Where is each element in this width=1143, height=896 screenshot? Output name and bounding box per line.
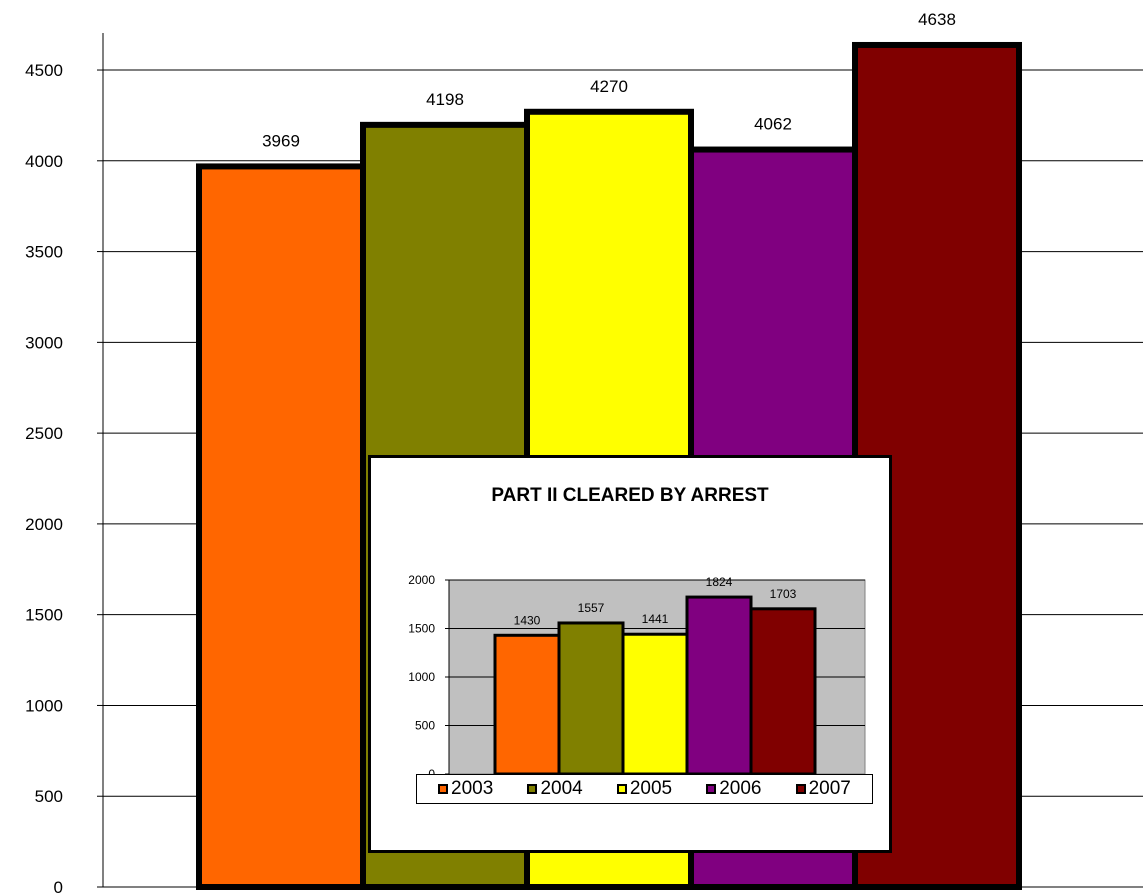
legend-item-2003: 2003 (438, 778, 493, 800)
inset-bar-2004 (557, 621, 625, 776)
inset-y-tick-label: 1000 (408, 670, 435, 684)
legend-item-2004: 2004 (527, 778, 583, 800)
inset-y-tick-label: 1500 (408, 622, 435, 636)
legend-swatch (616, 784, 627, 794)
main-data-label-2006: 4062 (754, 115, 792, 134)
inset-bar-chart: 050010001500200014301557144118241703 (408, 573, 866, 781)
inset-data-label-2005: 1441 (642, 612, 669, 626)
legend-label: 2005 (629, 778, 673, 799)
main-y-tick-label: 0 (54, 878, 63, 896)
legend-label: 2007 (808, 778, 851, 799)
inset-bar-2005 (621, 632, 689, 776)
inset-y-tick-label: 2000 (408, 573, 435, 587)
inset-data-label-2003: 1430 (514, 613, 541, 627)
main-y-tick-label: 4500 (25, 61, 63, 80)
legend-item-2007: 2007 (795, 778, 851, 800)
inset-bar-2007 (749, 607, 817, 776)
legend-swatch (438, 784, 449, 794)
main-y-tick-label: 1000 (25, 696, 63, 715)
legend-label: 2006 (719, 778, 762, 799)
main-y-tick-label: 2500 (25, 424, 63, 443)
inset-data-label-2006: 1824 (706, 575, 733, 589)
legend-item-2006: 2006 (706, 778, 762, 800)
main-y-tick-label: 2000 (25, 515, 63, 534)
inset-data-label-2007: 1703 (770, 587, 797, 601)
main-y-tick-label: 1500 (25, 606, 63, 625)
main-y-tick-label: 3500 (25, 243, 63, 262)
main-y-tick-label: 500 (35, 787, 63, 806)
main-data-label-2007: 4638 (918, 10, 956, 29)
inset-chart-title: PART II CLEARED BY ARREST (491, 485, 769, 506)
legend-swatch (527, 784, 538, 794)
legend-swatch (795, 784, 806, 794)
main-data-label-2004: 4198 (426, 90, 464, 109)
inset-bar-2003 (493, 633, 561, 776)
main-bar-2003 (196, 163, 366, 891)
main-data-label-2003: 3969 (262, 131, 300, 150)
inset-bar-2006 (685, 595, 753, 776)
legend-label: 2003 (451, 778, 494, 799)
inset-chart-panel: PART II CLEARED BY ARREST 05001000150020… (368, 455, 892, 853)
inset-legend: 2003 2004 2005 2006 2007 (416, 774, 873, 804)
main-y-tick-label: 4000 (25, 152, 63, 171)
inset-data-label-2004: 1557 (578, 601, 605, 615)
legend-swatch (706, 784, 717, 794)
main-data-label-2005: 4270 (590, 77, 628, 96)
legend-label: 2004 (540, 778, 583, 799)
legend-item-2005: 2005 (616, 778, 673, 800)
main-y-tick-label: 3000 (25, 333, 63, 352)
inset-y-tick-label: 500 (415, 719, 435, 733)
